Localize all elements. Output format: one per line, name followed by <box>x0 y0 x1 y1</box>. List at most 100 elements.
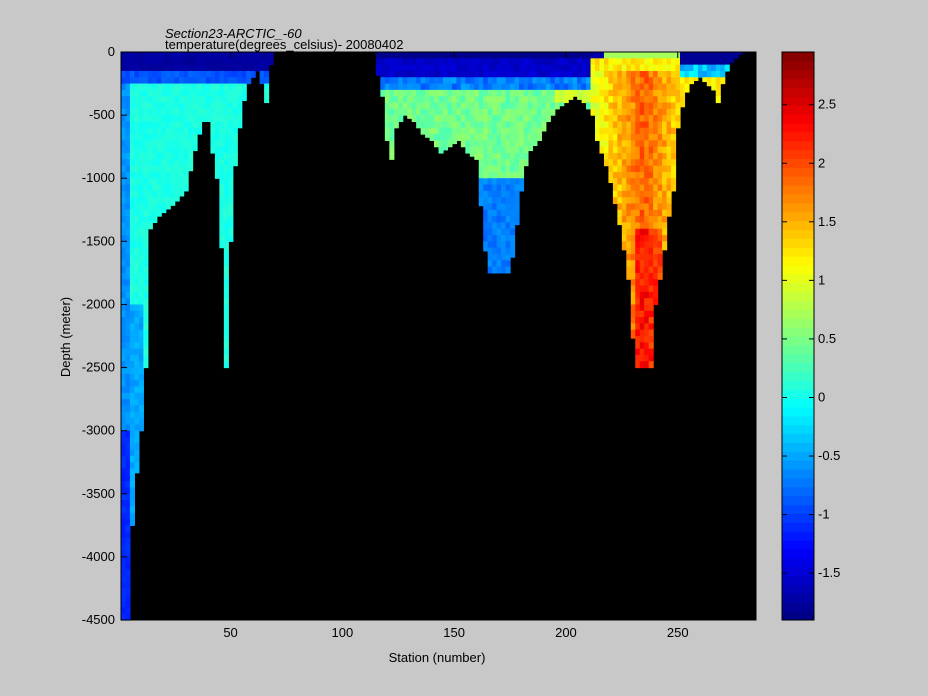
heatmap-cell <box>121 525 127 533</box>
heatmap-cell <box>599 140 605 148</box>
heatmap-cell <box>720 70 726 78</box>
heatmap-cell <box>599 96 605 104</box>
heatmap-cell <box>188 96 194 104</box>
heatmap-cell <box>621 121 627 129</box>
heatmap-cell <box>514 165 520 173</box>
heatmap-cell <box>536 89 542 97</box>
heatmap-cell <box>496 115 502 123</box>
heatmap-cell <box>223 323 229 331</box>
heatmap-cell <box>121 241 127 249</box>
heatmap-cell <box>505 247 511 255</box>
heatmap-cell <box>138 58 144 66</box>
heatmap-cell <box>478 159 484 167</box>
heatmap-cell <box>179 140 185 148</box>
heatmap-cell <box>626 146 632 154</box>
heatmap-cell <box>442 121 449 129</box>
heatmap-cell <box>156 83 162 91</box>
heatmap-cell <box>214 127 220 135</box>
heatmap-cell <box>232 121 238 129</box>
heatmap-cell <box>639 127 645 135</box>
heatmap-cell <box>635 342 641 350</box>
heatmap-cell <box>161 121 167 129</box>
heatmap-cell <box>165 58 171 66</box>
heatmap-cell <box>183 127 189 135</box>
heatmap-cell <box>550 83 556 91</box>
heatmap-cell <box>662 159 668 167</box>
colorbar-tick-label: 0.5 <box>818 331 836 346</box>
heatmap-cell <box>121 392 127 400</box>
heatmap-cell <box>518 140 525 148</box>
heatmap-cell <box>639 228 645 236</box>
heatmap-cell <box>487 102 493 110</box>
heatmap-cell <box>626 127 632 135</box>
heatmap-cell <box>483 134 489 141</box>
heatmap-cell <box>608 64 614 72</box>
heatmap-cell <box>147 77 153 85</box>
heatmap-cell <box>134 411 140 419</box>
heatmap-cell <box>174 134 180 141</box>
heatmap-cell <box>545 96 551 104</box>
heatmap-cell <box>657 83 663 91</box>
heatmap-cell <box>165 64 171 72</box>
heatmap-cell <box>156 165 162 173</box>
heatmap-cell <box>420 96 426 104</box>
heatmap-cell <box>644 178 650 186</box>
heatmap-cell <box>671 70 677 78</box>
heatmap-cell <box>586 83 592 91</box>
heatmap-cell <box>733 52 739 59</box>
colorbar-strip <box>782 495 814 506</box>
heatmap-cell <box>644 190 650 198</box>
heatmap-cell <box>161 77 167 85</box>
heatmap-cell <box>121 424 127 432</box>
heatmap-cell <box>447 115 453 123</box>
heatmap-cell <box>125 310 131 318</box>
heatmap-cell <box>259 52 265 59</box>
heatmap-cell <box>375 58 381 66</box>
heatmap-cell <box>429 58 435 66</box>
heatmap-cell <box>608 146 614 154</box>
heatmap-cell <box>657 140 663 148</box>
heatmap-cell <box>121 361 127 369</box>
colorbar-tick-label: 2.5 <box>818 97 836 112</box>
x-tick-label: 250 <box>667 625 689 640</box>
heatmap-cell <box>129 146 136 154</box>
heatmap-cell <box>170 102 176 110</box>
heatmap-cell <box>147 190 153 198</box>
heatmap-cell <box>653 209 659 217</box>
heatmap-cell <box>626 266 632 274</box>
heatmap-cell <box>653 140 659 148</box>
heatmap-cell <box>125 165 131 173</box>
heatmap-cell <box>121 323 127 331</box>
heatmap-cell <box>223 96 229 104</box>
heatmap-cell <box>501 260 507 268</box>
heatmap-cell <box>121 569 127 577</box>
heatmap-cell <box>138 354 144 362</box>
heatmap-cell <box>121 588 127 596</box>
heatmap-cell <box>129 449 136 457</box>
heatmap-cell <box>121 58 127 66</box>
heatmap-cell <box>527 52 534 59</box>
heatmap-cell <box>483 102 489 110</box>
heatmap-cell <box>626 178 632 186</box>
heatmap-cell <box>125 380 131 388</box>
heatmap-cell <box>152 70 158 78</box>
heatmap-cell <box>644 96 650 104</box>
heatmap-cell <box>134 247 140 255</box>
heatmap-cell <box>393 89 399 97</box>
heatmap-cell <box>398 115 404 123</box>
heatmap-cell <box>179 102 185 110</box>
heatmap-cell <box>626 228 632 236</box>
heatmap-cell <box>134 392 140 400</box>
heatmap-cell <box>451 121 457 129</box>
heatmap-cell <box>505 152 511 160</box>
heatmap-cell <box>121 96 127 104</box>
heatmap-cell <box>554 64 560 72</box>
heatmap-cell <box>644 83 650 91</box>
heatmap-cell <box>501 89 507 97</box>
heatmap-cell <box>630 209 636 217</box>
heatmap-cell <box>188 102 194 110</box>
heatmap-cell <box>447 108 453 116</box>
heatmap-cell <box>679 96 686 104</box>
heatmap-cell <box>121 430 127 438</box>
colorbar-strip <box>782 131 814 142</box>
